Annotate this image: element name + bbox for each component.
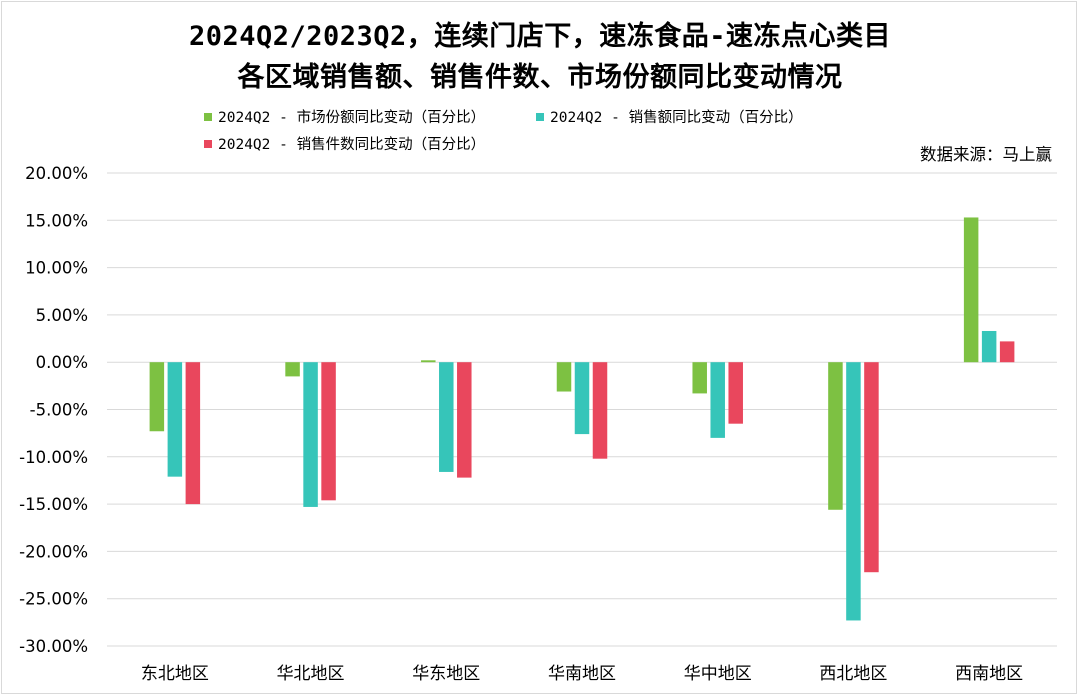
- x-category-label: 西北地区: [819, 664, 887, 684]
- x-category-label: 华北地区: [277, 664, 345, 684]
- y-tick-label: -25.00%: [19, 590, 88, 609]
- legend-label-market-share: 2024Q2 - 市场份额同比变动（百分比）: [218, 110, 486, 126]
- bar: [692, 362, 707, 394]
- legend-swatch-sales-amount: [536, 112, 544, 121]
- bar: [864, 362, 879, 573]
- bar: [556, 362, 572, 392]
- bar: [421, 360, 436, 363]
- bar: [981, 330, 997, 363]
- y-tick-label: 5.00%: [36, 306, 88, 325]
- y-tick-label: 15.00%: [25, 211, 88, 230]
- bar: [710, 362, 725, 438]
- bar: [439, 362, 454, 472]
- y-tick-label: 20.00%: [25, 164, 88, 183]
- bar: [303, 362, 318, 507]
- data-source-note: 数据来源：马上赢: [920, 145, 1052, 164]
- y-tick-label: -5.00%: [30, 401, 88, 420]
- x-category-label: 西南地区: [955, 664, 1023, 684]
- legend-item-sales-units: 2024Q2 - 销售件数同比变动（百分比）: [204, 133, 485, 154]
- x-category-label: 华中地区: [684, 664, 752, 684]
- legend-item-sales-amount: 2024Q2 - 销售额同比变动（百分比）: [536, 106, 803, 127]
- legend-label-sales-units: 2024Q2 - 销售件数同比变动（百分比）: [218, 137, 486, 153]
- bar: [592, 362, 608, 459]
- x-category-label: 华东地区: [412, 664, 480, 684]
- bar: [846, 362, 861, 621]
- bar: [285, 362, 300, 377]
- y-tick-label: -30.00%: [19, 637, 88, 656]
- x-category-label: 华南地区: [548, 664, 616, 684]
- y-tick-label: -10.00%: [19, 448, 88, 467]
- bar: [149, 362, 165, 432]
- y-tick-label: -20.00%: [19, 542, 88, 561]
- bar: [574, 362, 590, 435]
- bar: [457, 362, 472, 478]
- legend-item-market-share: 2024Q2 - 市场份额同比变动（百分比）: [204, 106, 485, 127]
- bar: [828, 362, 843, 510]
- bar: [963, 217, 979, 363]
- bar: [728, 362, 743, 424]
- legend-swatch-market-share: [204, 112, 212, 121]
- y-tick-label: 10.00%: [25, 259, 88, 278]
- chart-title-line1: 2024Q2/2023Q2，连续门店下，速冻食品-速冻点心类目: [188, 21, 892, 52]
- y-tick-label: 0.00%: [36, 353, 88, 372]
- bar: [167, 362, 183, 477]
- legend-swatch-sales-units: [204, 139, 212, 148]
- y-tick-label: -15.00%: [19, 495, 88, 514]
- legend-label-sales-amount: 2024Q2 - 销售额同比变动（百分比）: [550, 110, 803, 126]
- bar: [321, 362, 336, 501]
- chart-title-line2: 各区域销售额、销售件数、市场份额同比变动情况: [237, 62, 843, 93]
- bar: [185, 362, 201, 505]
- bar: [999, 341, 1015, 363]
- x-category-label: 东北地区: [141, 664, 209, 684]
